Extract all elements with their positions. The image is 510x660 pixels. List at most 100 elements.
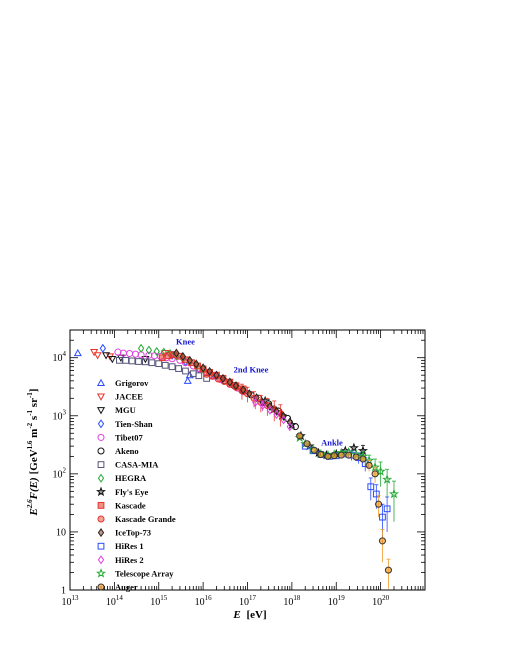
data-point (317, 451, 325, 459)
data-point (359, 455, 367, 463)
y-axis-unit-s: s (28, 415, 40, 423)
data-point (199, 363, 207, 373)
x-tick-label: 1015 (150, 594, 168, 608)
legend-label: Telescope Array (115, 568, 174, 578)
legend-label: IceTop-73 (115, 528, 151, 538)
data-point (122, 356, 130, 364)
data-point (375, 466, 386, 476)
data-point (226, 377, 234, 387)
legend-label: HiRes 2 (115, 555, 144, 565)
data-point (185, 370, 194, 379)
legend-marker (97, 555, 105, 565)
data-point (114, 348, 122, 356)
legend-label: Tien-Shan (115, 419, 153, 429)
y-axis-unit-exp2: -2 (26, 422, 34, 428)
data-point (193, 359, 200, 369)
legend-item: Auger (97, 582, 138, 592)
data-point (388, 488, 400, 499)
data-point (286, 417, 294, 427)
legend-marker (97, 473, 105, 483)
legend-item: MGU (96, 405, 136, 415)
legend-item: JACEE (96, 392, 143, 402)
legend-item: Telescope Array (95, 568, 174, 578)
y-tick-label: 1 (61, 586, 66, 597)
data-point (183, 376, 192, 384)
data-point (280, 415, 287, 425)
legend-marker (97, 515, 105, 523)
data-point (273, 409, 280, 420)
data-point (213, 370, 220, 380)
y-axis-unit-exp1: 1.6 (26, 440, 34, 449)
tick-layer: 1013 1014 1015 1016 1017 1018 1019 1020 1 10 102 10… (53, 329, 425, 608)
x-axis-title: E [eV] (232, 609, 266, 621)
data-point (382, 474, 393, 484)
x-tick-label: 1020 (372, 594, 390, 608)
series-hires-1 (301, 442, 391, 545)
x-tick-label: 1019 (328, 594, 346, 608)
data-point (259, 400, 266, 411)
data-point (135, 358, 142, 365)
data-point (348, 442, 359, 453)
x-axis-symbol: E (232, 609, 240, 621)
y-axis-unit-exp4: -1 (26, 392, 34, 398)
legend-item: Grigorov (96, 378, 149, 388)
series-kascade-grande (203, 370, 284, 427)
data-point (195, 372, 203, 380)
data-point (303, 440, 311, 448)
y-axis-exponent: 2.6 (26, 499, 34, 509)
x-tick-label: 1014 (106, 594, 124, 608)
data-point (266, 405, 274, 415)
y-axis-unit-open: [GeV (28, 449, 40, 474)
data-point (379, 513, 386, 521)
legend-item: Fly's Eye (95, 486, 149, 497)
y-tick-label: 102 (53, 466, 67, 480)
y-axis-unit-sr: sr (28, 398, 40, 410)
legend-item: Kascade (97, 500, 146, 510)
data-point (367, 483, 375, 491)
data-point (99, 343, 107, 353)
legend-label: HiRes 1 (115, 541, 144, 551)
data-point (240, 385, 247, 395)
data-point (352, 453, 360, 461)
legend-marker (97, 447, 105, 455)
data-point (145, 351, 153, 359)
data-point (324, 452, 332, 460)
legend-item: Tien-Shan (97, 419, 153, 429)
data-point (365, 461, 373, 469)
data-point (206, 366, 213, 377)
legend-label: Kascade Grande (115, 514, 176, 524)
data-point (296, 432, 304, 440)
legend-item: HiRes 2 (97, 555, 144, 565)
legend-marker (97, 461, 105, 468)
legend-marker (97, 419, 105, 429)
legend-item: CASA-MIA (97, 460, 159, 470)
data-point (375, 500, 383, 508)
data-point (145, 345, 153, 355)
legend-label: Grigorov (115, 378, 149, 388)
data-point (175, 365, 182, 372)
plot-layer (73, 343, 400, 589)
legend-label: MGU (115, 405, 136, 415)
data-point (337, 451, 345, 459)
data-point (330, 452, 338, 460)
data-point (148, 359, 156, 367)
data-point (286, 422, 294, 432)
data-point (179, 351, 187, 362)
annotation-label: 2nd Knee (234, 364, 269, 374)
data-point (186, 355, 193, 365)
annotation-label: Ankle (321, 437, 343, 447)
legend-label: Akeno (115, 446, 139, 456)
data-point (128, 357, 136, 365)
y-axis-unit-exp3: -1 (26, 409, 34, 415)
data-point (158, 354, 166, 362)
data-point (153, 346, 160, 357)
data-point (371, 470, 379, 478)
y-axis-base: E (28, 508, 40, 516)
y-axis-title: E2.6F(E)[GeV1.6 m-2 s-1 sr-1] (26, 389, 40, 517)
series-hires-2 (252, 396, 294, 432)
legend-marker (96, 393, 106, 401)
data-point (155, 360, 163, 368)
x-tick-label: 1017 (239, 594, 257, 608)
x-tick-label: 1018 (283, 594, 301, 608)
data-point (168, 363, 176, 371)
